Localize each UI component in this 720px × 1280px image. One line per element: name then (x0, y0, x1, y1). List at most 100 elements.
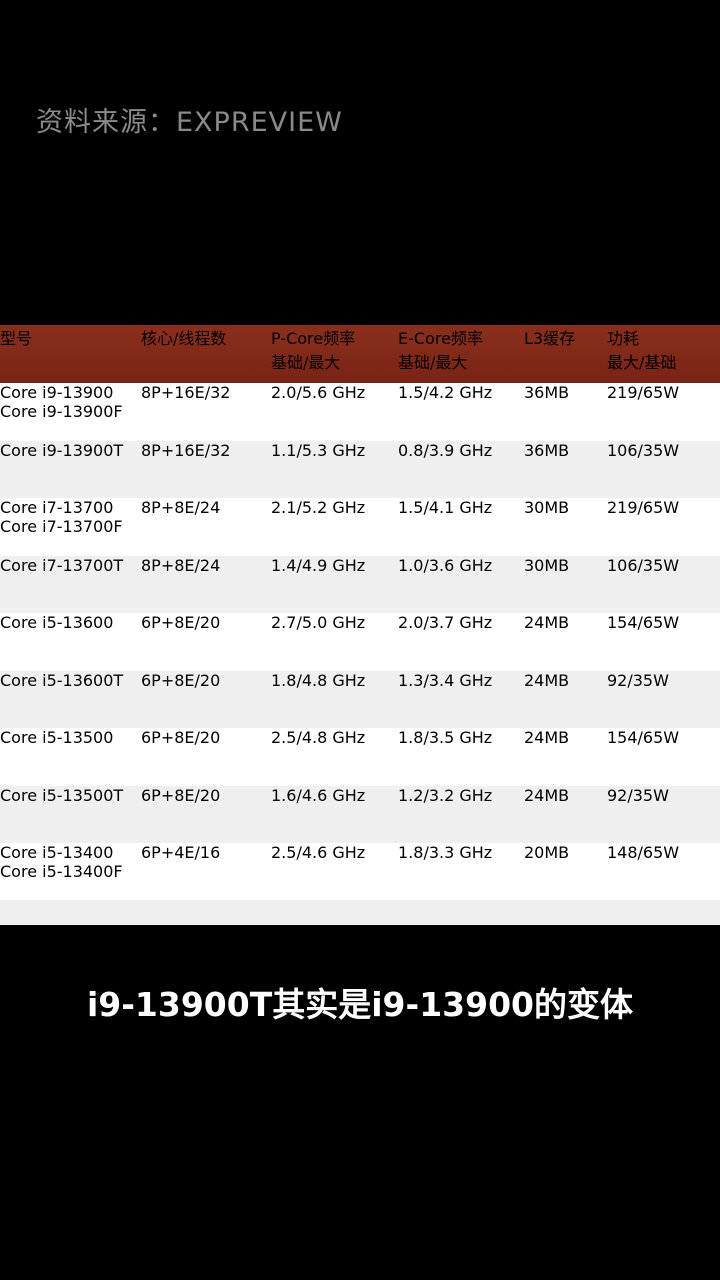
cell-line: Core i7-13700F (0, 517, 123, 536)
cell: E-Core频率 基础/最大 (398, 325, 524, 383)
cell: 1.8/3.3 GHz (398, 843, 524, 901)
cell: 20MB (524, 843, 607, 901)
cell-line: 基础/最大 (271, 353, 341, 372)
cut-row (0, 900, 720, 925)
cell-line: Core i9-13900T (0, 440, 124, 460)
cell-line: 功耗 (607, 329, 640, 348)
cell-line: 基础/最大 (398, 353, 468, 372)
cell-text: 1.6/4.6 GHz (271, 785, 366, 805)
cell: 1.6/4.6 GHz (271, 786, 398, 844)
table-row: Core i5-13600 6P+8E/20 2.7/5.0 GHz 2.0/3.7 … (0, 613, 720, 671)
cell: 8P+16E/32 (141, 441, 271, 499)
cell: 2.0/3.7 GHz (398, 613, 524, 671)
cell-text: 0.8/3.9 GHz (398, 440, 493, 460)
cell-text: 1.3/3.4 GHz (398, 670, 493, 690)
cell: 8P+8E/24 (141, 498, 271, 556)
cell-text: 8P+16E/32 (141, 383, 231, 402)
cell: Core i5-13500 (0, 728, 141, 786)
cell: 92/35W (607, 671, 718, 729)
cell: 148/65W (607, 843, 718, 901)
cell-text: 36MB (524, 440, 570, 460)
cell-text: 106/35W (607, 555, 680, 575)
cell: Core i7-13700 Core i7-13700F (0, 498, 141, 556)
cell: Core i5-13500T (0, 786, 141, 844)
cell-line: L3缓存 (524, 329, 576, 348)
cell: 24MB (524, 728, 607, 786)
cell: 24MB (524, 786, 607, 844)
cell-line: Core i5-13500T (0, 785, 124, 805)
cell: 2.7/5.0 GHz (271, 613, 398, 671)
cell-text: 1.8/3.5 GHz (398, 728, 493, 747)
cell: 6P+8E/20 (141, 613, 271, 671)
cell: 核心/线程数 (141, 325, 271, 383)
cell-text: 106/35W (607, 440, 680, 460)
spec-table: 型号 核心/线程数 P-Core频率 基础/最大 E-Core频率 基础/最大 L3缓存 功耗… (0, 325, 720, 925)
cell-line: P-Core频率 (271, 329, 356, 348)
cell-line: Core i5-13400 (0, 843, 114, 862)
cell: 36MB (524, 383, 607, 441)
cell-text: 2.1/5.2 GHz (271, 498, 366, 517)
cell-line: Core i5-13600 (0, 613, 114, 632)
cell-text: 219/65W (607, 383, 680, 402)
cell-text: 8P+16E/32 (141, 440, 231, 460)
cell-text: 1.2/3.2 GHz (398, 785, 493, 805)
cell-line: Core i5-13400F (0, 862, 123, 881)
cell-line: Core i9-13900 (0, 383, 114, 402)
cell: 154/65W (607, 613, 718, 671)
caption: i9-13900T其实是i9-13900的变体 (86, 985, 634, 1024)
cell: 1.3/3.4 GHz (398, 671, 524, 729)
cell: Core i7-13700T (0, 556, 141, 614)
cell: L3缓存 (524, 325, 607, 383)
cell-text: 6P+8E/20 (141, 670, 221, 690)
cell: 106/35W (607, 441, 718, 499)
cell: 2.0/5.6 GHz (271, 383, 398, 441)
cell: 92/35W (607, 786, 718, 844)
cell-line: Core i5-13500 (0, 728, 114, 747)
cell: 219/65W (607, 498, 718, 556)
cell: 2.5/4.6 GHz (271, 843, 398, 901)
cell: 30MB (524, 556, 607, 614)
cell-text: 2.5/4.8 GHz (271, 728, 366, 747)
cell: Core i5-13600 (0, 613, 141, 671)
cell: 6P+8E/20 (141, 786, 271, 844)
cell-text: 6P+4E/16 (141, 843, 221, 862)
cell-line: 核心/线程数 (141, 329, 227, 348)
cell: 106/35W (607, 556, 718, 614)
cell-text: 1.0/3.6 GHz (398, 555, 493, 575)
cell: 154/65W (607, 728, 718, 786)
cell: 型号 (0, 325, 141, 383)
cell: 24MB (524, 613, 607, 671)
table-row: Core i7-13700 Core i7-13700F 8P+8E/24 2.1/5… (0, 498, 720, 556)
cell: Core i9-13900 Core i9-13900F (0, 383, 141, 441)
cell: 1.1/5.3 GHz (271, 441, 398, 499)
cell: 1.8/3.5 GHz (398, 728, 524, 786)
cell-text: 154/65W (607, 613, 680, 632)
cell: 6P+4E/16 (141, 843, 271, 901)
cell-text: 24MB (524, 670, 570, 690)
cell-text: 148/65W (607, 843, 680, 862)
header-row: 型号 核心/线程数 P-Core频率 基础/最大 E-Core频率 基础/最大 L3缓存 功耗… (0, 325, 720, 383)
cell: 1.8/4.8 GHz (271, 671, 398, 729)
cell-text: 8P+8E/24 (141, 498, 221, 517)
cell: 2.5/4.8 GHz (271, 728, 398, 786)
cell-text: 30MB (524, 555, 570, 575)
cell: P-Core频率 基础/最大 (271, 325, 398, 383)
table-row: Core i7-13700T 8P+8E/24 1.4/4.9 GHz 1.0/3.6… (0, 555, 720, 614)
cell: 1.4/4.9 GHz (271, 556, 398, 614)
cell: 219/65W (607, 383, 718, 441)
cell-line: Core i7-13700 (0, 498, 114, 517)
cell-line: Core i7-13700T (0, 555, 124, 575)
table-row: Core i5-13600T 6P+8E/20 1.8/4.8 GHz 1.3/3.4… (0, 670, 720, 729)
cell: 1.0/3.6 GHz (398, 556, 524, 614)
source-label: 资料来源：EXPREVIEW (36, 107, 343, 138)
cell-text: 24MB (524, 613, 570, 632)
cell-text: 219/65W (607, 498, 680, 517)
cell-text: 154/65W (607, 728, 680, 747)
cell-text: 2.0/5.6 GHz (271, 383, 366, 402)
cell: 1.5/4.1 GHz (398, 498, 524, 556)
cell: 6P+8E/20 (141, 671, 271, 729)
table-row: Core i9-13900 Core i9-13900F 8P+16E/32 2.0/… (0, 383, 720, 441)
table-row: Core i5-13500T 6P+8E/20 1.6/4.6 GHz 1.2/3.2… (0, 785, 720, 844)
cell-text: 1.5/4.1 GHz (398, 498, 493, 517)
